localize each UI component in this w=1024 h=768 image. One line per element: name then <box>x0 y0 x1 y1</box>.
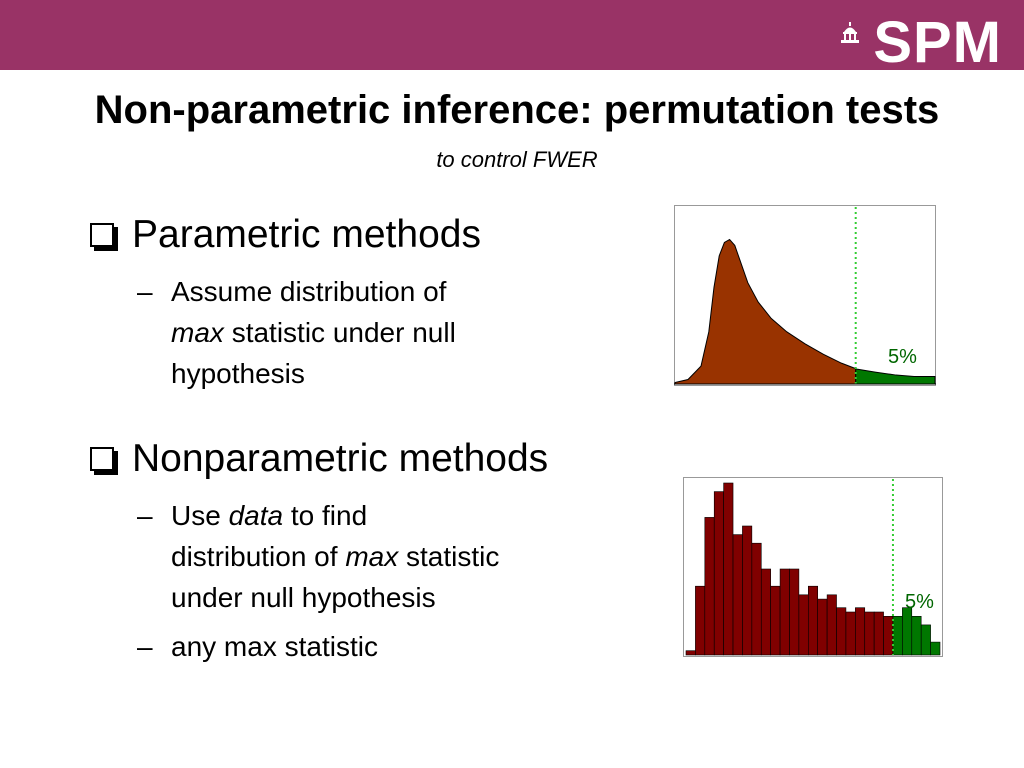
histogram-bar <box>873 611 884 656</box>
histogram-bar <box>798 594 809 656</box>
text-fragment: Use <box>171 500 221 531</box>
checkbox-bullet-icon <box>90 447 114 471</box>
histogram-bar <box>807 585 819 656</box>
text-fragment: distribution of <box>171 541 338 572</box>
histogram-bar <box>760 568 771 656</box>
text-fragment-italic: max <box>345 541 399 572</box>
sub-bullet-parametric-assume: – Assume distribution of max statistic u… <box>137 271 456 394</box>
histogram-bar <box>911 616 922 656</box>
histogram-bar <box>713 491 724 656</box>
histogram-bar <box>883 616 894 656</box>
sub-bullet-nonparametric-any: – any max statistic <box>137 626 378 667</box>
histogram-bar <box>732 534 743 656</box>
histogram-bar <box>817 598 828 656</box>
histogram-bar <box>685 650 696 656</box>
histogram-bar <box>836 607 847 656</box>
percentile-label: 5% <box>905 591 934 613</box>
histogram-bar <box>704 517 715 656</box>
bullet-parametric: Parametric methods <box>90 212 481 258</box>
capitol-icon <box>841 22 860 43</box>
histogram-bar <box>864 611 875 656</box>
text-fragment: hypothesis <box>171 358 305 389</box>
histogram-bar <box>845 611 856 656</box>
sub-bullet-text: Use data to find distribution of max sta… <box>171 495 499 618</box>
permutation-histogram-chart: 5% <box>683 477 943 657</box>
histogram-bar <box>789 568 800 656</box>
bullet-label: Nonparametric methods <box>132 437 549 480</box>
header-bar: SPM <box>0 0 1024 75</box>
text-fragment-italic: max <box>171 317 224 348</box>
text-fragment: to find <box>290 500 368 531</box>
sub-bullet-text: Assume distribution of max statistic und… <box>171 271 456 394</box>
spm-logo: SPM <box>841 10 1002 75</box>
histogram-bar <box>930 641 941 656</box>
histogram-bar <box>742 525 753 656</box>
text-fragment-italic: data <box>228 500 284 531</box>
histogram-bar <box>892 616 903 656</box>
text-fragment: Assume distribution of <box>171 276 447 307</box>
dash-icon: – <box>137 276 153 307</box>
histogram-bar <box>695 585 706 656</box>
dash-icon: – <box>137 500 153 531</box>
histogram-bar <box>855 607 866 656</box>
slide-subtitle: to control FWER <box>436 147 598 172</box>
checkbox-bullet-icon <box>90 223 114 247</box>
text-fragment: statistic under null <box>231 317 456 348</box>
parametric-distribution-chart: 5% <box>674 205 936 386</box>
histogram-bar <box>902 607 913 656</box>
bullet-label: Parametric methods <box>132 213 481 256</box>
sub-bullet-nonparametric-data: – Use data to find distribution of max s… <box>137 495 499 618</box>
histogram-bar <box>826 594 837 656</box>
histogram-bar <box>779 568 790 656</box>
histogram-bar <box>770 585 781 656</box>
slide-title: Non-parametric inference: permutation te… <box>94 88 940 132</box>
histogram-bar <box>723 482 734 656</box>
bullet-nonparametric: Nonparametric methods <box>90 436 548 482</box>
spm-logo-text: SPM <box>873 10 1002 75</box>
histogram-bar <box>920 624 931 656</box>
text-fragment: statistic <box>406 541 500 572</box>
distribution-body <box>674 238 857 385</box>
histogram-bars <box>685 482 941 656</box>
text-fragment: under null hypothesis <box>171 582 436 613</box>
percentile-label: 5% <box>888 346 917 368</box>
histogram-bar <box>751 542 762 656</box>
sub-bullet-text: any max statistic <box>171 631 378 662</box>
dash-icon: – <box>137 631 153 662</box>
